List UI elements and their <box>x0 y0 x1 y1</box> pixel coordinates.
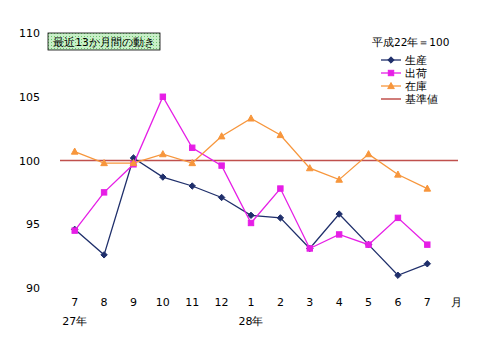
x-tick-label: 7 <box>424 296 431 309</box>
marker <box>424 261 430 267</box>
legend-swatch <box>381 98 401 100</box>
x-tick-label: 10 <box>156 296 170 309</box>
marker <box>395 215 400 220</box>
marker <box>395 171 402 177</box>
y-tick <box>57 224 60 225</box>
x-tick-label: 4 <box>336 296 343 309</box>
series-line <box>75 158 428 275</box>
marker <box>190 145 195 150</box>
marker <box>366 242 371 247</box>
marker <box>160 94 165 99</box>
plot-area <box>60 94 458 278</box>
marker <box>101 190 106 195</box>
marker <box>218 194 224 200</box>
x-tick-label: 6 <box>394 296 401 309</box>
marker <box>101 160 108 166</box>
marker <box>189 183 195 189</box>
marker <box>424 185 431 191</box>
legend-marker <box>388 70 393 75</box>
reference-line <box>60 160 458 162</box>
title: 最近13か月間の動き <box>53 36 154 48</box>
year-label: 28年 <box>239 315 264 328</box>
y-tick <box>57 160 60 161</box>
title-box <box>48 33 160 50</box>
x-tick-label: 11 <box>185 296 199 309</box>
x-tick-label: 3 <box>306 296 313 309</box>
legend-marker <box>388 83 395 89</box>
marker <box>395 272 401 278</box>
legend: 平成22年＝100 生産出荷在庫基準値 <box>372 36 449 105</box>
marker <box>365 241 371 247</box>
marker <box>72 228 77 233</box>
marker <box>130 160 137 166</box>
x-tick-label: 8 <box>101 296 108 309</box>
marker <box>219 163 224 168</box>
y-tick <box>57 96 60 97</box>
chart: 90 95 100 105 110 7 27年 8 9 10 11 12 1 28年 2 3 4 5 6 7 月 最近13… <box>0 0 480 351</box>
marker <box>425 242 430 247</box>
marker <box>189 160 196 166</box>
y-tick-label: 105 <box>19 91 40 104</box>
marker <box>365 151 372 157</box>
legend-label: 出荷 <box>405 67 427 79</box>
marker <box>248 220 253 225</box>
y-tick <box>57 288 60 289</box>
marker <box>218 133 225 139</box>
legend-marker <box>388 57 394 63</box>
legend-label: 生産 <box>405 54 427 66</box>
x-tick-label: 1 <box>248 296 255 309</box>
marker <box>336 176 343 182</box>
marker <box>306 165 313 171</box>
legend-label: 基準値 <box>405 93 438 105</box>
legend-label: 在庫 <box>405 80 427 92</box>
y-tick-label: 90 <box>26 282 40 295</box>
marker <box>160 151 167 157</box>
marker <box>307 246 312 251</box>
y-tick-label: 95 <box>26 218 40 231</box>
year-label: 27年 <box>62 315 87 328</box>
x-tick-label: 7 <box>71 296 78 309</box>
marker <box>307 245 313 251</box>
marker <box>336 211 342 217</box>
marker <box>71 148 78 154</box>
marker <box>160 174 166 180</box>
series-line <box>75 97 428 249</box>
legend-title: 平成22年＝100 <box>372 36 449 48</box>
x-axis-label: 月 <box>451 296 462 309</box>
x-tick-label: 12 <box>215 296 229 309</box>
series-line <box>75 118 428 188</box>
marker <box>277 132 284 138</box>
marker <box>278 186 283 191</box>
marker <box>101 252 107 258</box>
x-tick-label: 5 <box>365 296 372 309</box>
x-tick-label: 9 <box>130 296 137 309</box>
y-tick-label: 110 <box>19 27 40 40</box>
y-tick-label: 100 <box>19 155 40 168</box>
x-tick-label: 2 <box>277 296 284 309</box>
marker <box>248 115 255 121</box>
marker <box>277 215 283 221</box>
marker <box>336 232 341 237</box>
